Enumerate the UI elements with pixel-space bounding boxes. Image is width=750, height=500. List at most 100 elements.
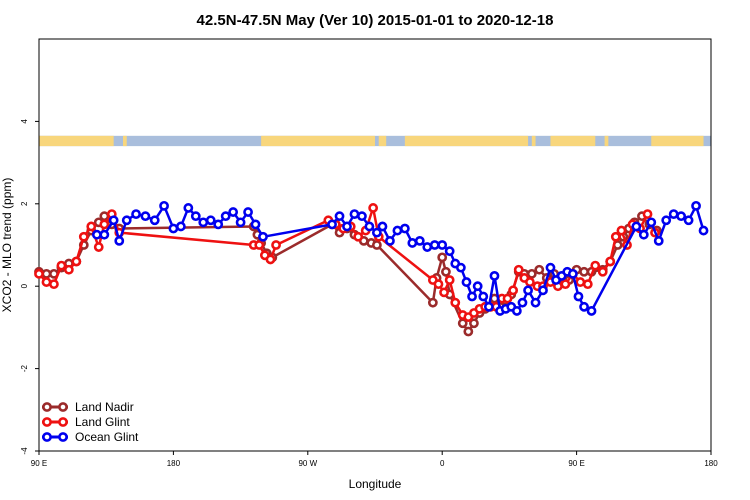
data-point — [271, 240, 281, 250]
data-point — [586, 306, 597, 316]
data-point — [254, 240, 265, 250]
data-point — [243, 207, 253, 217]
data-point — [575, 277, 586, 287]
land-band — [378, 135, 387, 147]
data-point — [642, 209, 653, 219]
data-point — [508, 285, 519, 296]
data-point — [534, 264, 545, 275]
y-tick-label: 4 — [20, 119, 29, 124]
data-point — [49, 279, 59, 290]
data-point — [368, 203, 379, 213]
x-tick-label: 90 E — [568, 459, 584, 468]
data-point — [513, 264, 524, 275]
data-point — [469, 318, 479, 329]
data-point — [159, 200, 169, 211]
data-point — [444, 246, 455, 257]
legend-swatch-marker — [58, 432, 68, 442]
data-point — [34, 268, 44, 279]
data-point — [131, 209, 141, 219]
data-point — [538, 285, 548, 296]
data-point — [235, 217, 246, 228]
data-point — [258, 231, 268, 242]
data-point — [205, 215, 216, 226]
x-axis: 90 E 180 90 W 0 90 E 180 — [31, 451, 718, 468]
data-point — [638, 229, 649, 240]
land-ocean-strip — [39, 135, 711, 147]
y-axis-label: XCO2 - MLO trend (ppm) — [0, 178, 14, 313]
data-point — [439, 287, 449, 298]
data-point — [250, 219, 261, 230]
legend-label: Ocean Glint — [75, 430, 139, 444]
data-point — [342, 221, 352, 232]
data-point — [429, 240, 440, 250]
data-point — [108, 215, 119, 226]
data-point — [41, 268, 52, 279]
data-point — [392, 225, 403, 236]
data-point — [121, 215, 132, 226]
legend-label: Land Glint — [75, 415, 130, 429]
data-point — [582, 279, 593, 290]
land-band — [123, 135, 127, 147]
data-point — [99, 211, 110, 222]
data-point — [502, 293, 513, 304]
data-point — [71, 256, 82, 267]
data-point — [489, 270, 500, 281]
data-point — [653, 235, 664, 246]
data-point — [371, 240, 382, 250]
data-point — [433, 279, 444, 290]
data-point — [517, 297, 528, 308]
y-tick-label: 2 — [20, 201, 29, 206]
y-axis: -4 -2 0 2 4 — [20, 119, 39, 455]
data-point — [610, 231, 621, 242]
data-point — [190, 211, 201, 222]
legend-swatch-marker — [58, 417, 68, 427]
data-point — [265, 254, 276, 265]
land-band — [651, 135, 704, 147]
data-point — [364, 221, 375, 232]
x-tick-label: 180 — [167, 459, 181, 468]
data-point — [455, 262, 466, 273]
data-point — [349, 209, 360, 219]
data-point — [698, 225, 709, 236]
data-point — [93, 242, 104, 252]
data-point — [461, 277, 472, 287]
y-tick-label: 0 — [20, 283, 29, 288]
data-point — [63, 264, 74, 275]
series-layer — [34, 200, 709, 337]
data-point — [676, 211, 687, 222]
data-point — [357, 211, 367, 222]
y-tick-label: -4 — [20, 447, 29, 455]
data-point — [526, 268, 537, 279]
data-point — [511, 306, 522, 316]
data-point — [399, 223, 410, 234]
land-band — [531, 135, 536, 147]
data-point — [414, 235, 425, 246]
data-point — [467, 291, 477, 302]
data-point — [407, 238, 418, 248]
data-point — [661, 215, 672, 226]
legend-swatch-marker — [42, 432, 52, 442]
data-point — [371, 227, 382, 238]
data-point — [441, 266, 451, 277]
data-point — [140, 211, 151, 222]
data-point — [579, 266, 589, 277]
data-point — [646, 217, 657, 228]
plot-frame — [38, 38, 712, 452]
data-point — [228, 207, 239, 217]
data-point — [78, 231, 89, 242]
legend-swatch-marker — [42, 402, 52, 412]
data-point — [478, 291, 489, 302]
data-point — [353, 231, 364, 242]
data-point — [377, 221, 388, 232]
legend-swatch-marker — [42, 417, 52, 427]
legend-label: Land Nadir — [75, 400, 134, 414]
data-point — [616, 225, 627, 236]
data-point — [450, 297, 461, 308]
data-point — [530, 297, 541, 308]
x-axis-label: Longitude — [349, 477, 402, 491]
data-point — [437, 252, 448, 263]
data-point — [472, 281, 483, 292]
land-band — [404, 135, 529, 147]
data-point — [525, 277, 535, 287]
